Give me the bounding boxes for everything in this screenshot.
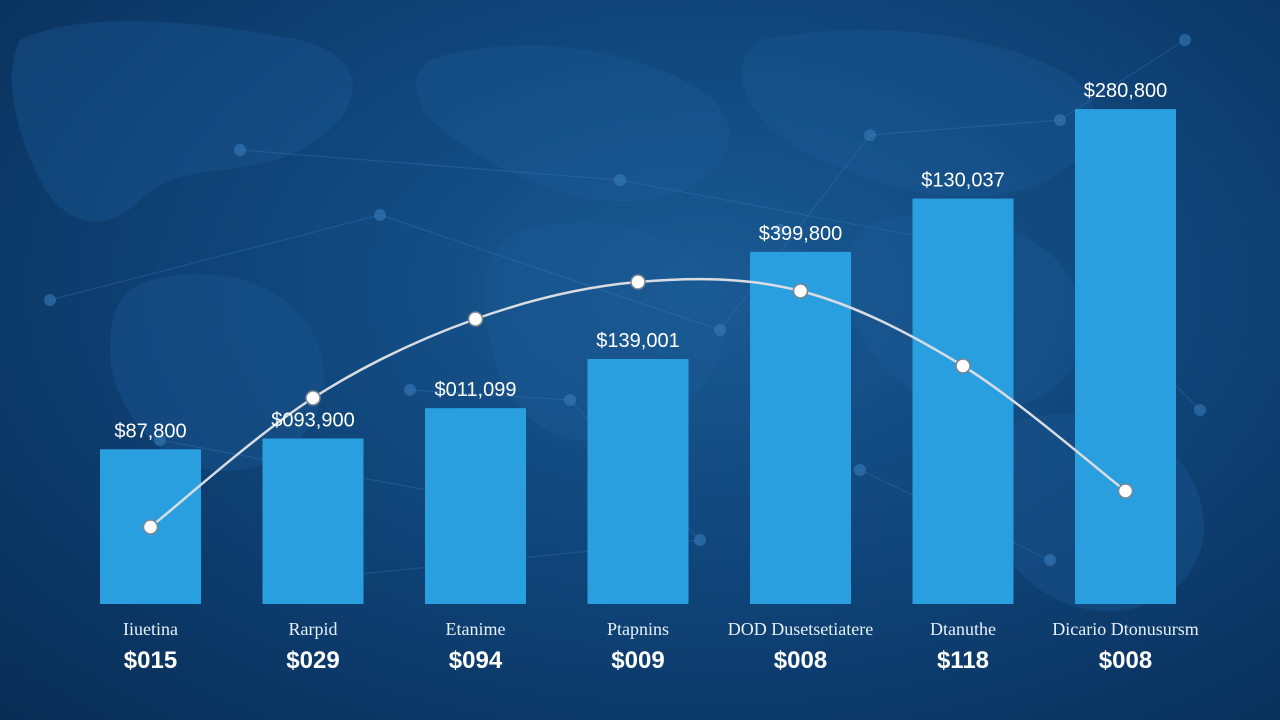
category-sublabel: $118	[937, 647, 989, 674]
network-node	[864, 129, 876, 141]
bar	[1075, 109, 1176, 604]
bar	[587, 359, 689, 604]
trend-point	[792, 283, 809, 299]
network-node	[564, 394, 576, 406]
category-label: Dtanuthe	[930, 619, 996, 639]
bar-value-label: $399,800	[759, 223, 842, 245]
trend-line-group	[142, 274, 1134, 535]
network-node	[374, 209, 386, 221]
trend-point	[467, 311, 484, 327]
network-node	[1054, 114, 1066, 126]
category-sublabel: $094	[449, 647, 503, 674]
map-landmass	[415, 45, 730, 202]
network-node	[774, 224, 786, 236]
network-link	[869, 119, 1061, 136]
network-node	[44, 294, 56, 306]
network-node	[234, 144, 246, 156]
map-landmass	[110, 273, 324, 472]
trend-point	[142, 519, 159, 535]
network-link	[1059, 39, 1186, 121]
trend-point	[630, 274, 646, 290]
category-sublabel: $008	[1099, 647, 1152, 674]
network-node	[694, 534, 706, 546]
bar-value-label: $130,037	[921, 170, 1004, 192]
bar-value-label: $280,800	[1084, 80, 1167, 102]
network-node	[714, 324, 726, 336]
map-landmass	[11, 21, 353, 222]
network-node	[1179, 34, 1191, 46]
trend-point	[305, 390, 321, 406]
bar	[262, 438, 364, 604]
category-sublabel: $009	[611, 647, 664, 674]
bar-value-label: $87,800	[114, 420, 186, 442]
network-link	[379, 214, 721, 331]
network-node	[854, 464, 866, 476]
network-node	[614, 174, 626, 186]
category-label: DOD Dusetsetiatere	[728, 619, 873, 639]
category-label: Etanime	[446, 619, 506, 639]
bar	[912, 198, 1014, 604]
network-link	[409, 389, 571, 401]
category-label: Ptapnins	[607, 619, 669, 639]
bar	[750, 251, 851, 605]
network-node	[154, 434, 166, 446]
bar	[425, 408, 526, 604]
bar-value-label: $093,900	[271, 410, 354, 432]
labels-group: $87,800 Iiuetina $015 $093,900 Rarpid $029 $01…	[114, 80, 1198, 674]
network-node	[404, 384, 416, 396]
bars-group	[100, 109, 1176, 605]
trend-point	[955, 358, 971, 374]
trend-point	[1117, 483, 1134, 499]
network-link	[719, 134, 871, 331]
category-sublabel: $029	[286, 647, 339, 674]
category-sublabel: $008	[774, 647, 827, 674]
category-label: Iiuetina	[123, 619, 178, 639]
category-label: Rarpid	[289, 619, 338, 639]
bar-value-label: $139,001	[596, 330, 679, 352]
map-landmass	[741, 30, 1095, 197]
bar-value-label: $011,099	[435, 379, 517, 401]
category-label: Dicario Dtonusursm	[1052, 619, 1198, 639]
network-node	[1194, 404, 1206, 416]
network-node	[1044, 554, 1056, 566]
category-sublabel: $015	[124, 647, 177, 674]
network-link	[239, 149, 621, 181]
network-link	[49, 214, 381, 301]
